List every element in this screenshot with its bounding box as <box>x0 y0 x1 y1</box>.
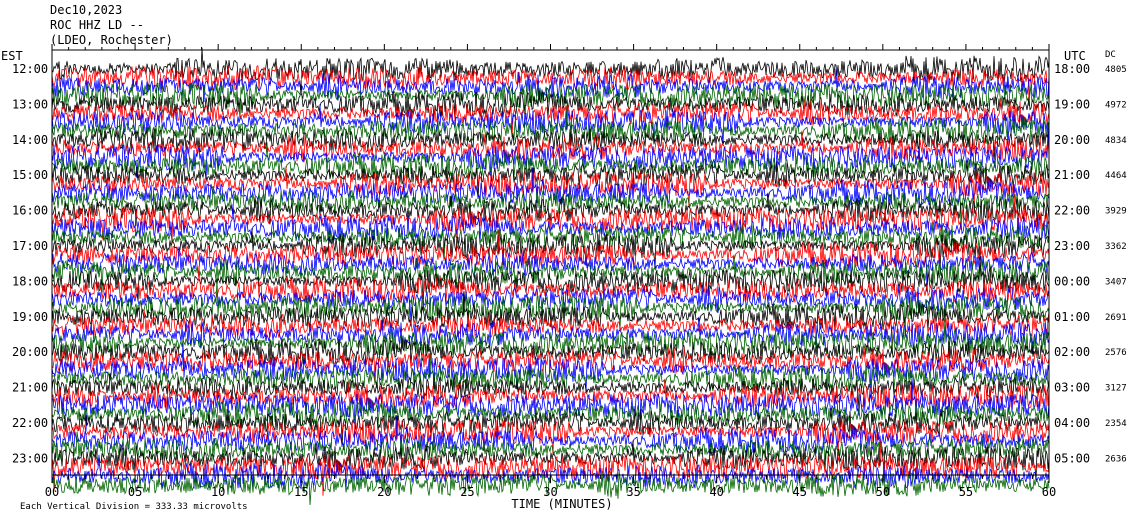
trace-line-5 <box>51 80 1050 118</box>
x-tick-label: 35 <box>626 485 640 499</box>
est-hour-label: 21:00 <box>12 381 48 395</box>
x-tick-label: 40 <box>709 485 723 499</box>
est-hour-label: 22:00 <box>12 416 48 430</box>
left-axis-title: EST <box>1 49 23 63</box>
utc-hour-label: 01:00 <box>1054 310 1090 324</box>
est-hour-label: 12:00 <box>12 62 48 76</box>
trace-line-27 <box>51 284 1050 324</box>
trace-line-14 <box>51 166 1050 213</box>
trace-line-18 <box>51 192 1050 249</box>
est-hour-label: 13:00 <box>12 97 48 111</box>
dc-offset-label: 4464 <box>1105 171 1127 181</box>
x-tick-label: 00 <box>45 485 59 499</box>
dc-offset-label: 2691 <box>1105 313 1127 323</box>
est-hour-label: 16:00 <box>12 204 48 218</box>
est-hour-label: 20:00 <box>12 345 48 359</box>
plot-date: Dec10,2023 <box>50 3 123 17</box>
est-hour-label: 14:00 <box>12 133 48 147</box>
trace-line-19 <box>51 204 1050 242</box>
utc-hour-label: 05:00 <box>1054 451 1090 465</box>
dc-offset-label: 3127 <box>1105 384 1127 394</box>
trace-line-20 <box>51 222 1050 262</box>
trace-group <box>51 47 1050 506</box>
trace-line-3 <box>51 68 1050 103</box>
trace-line-17 <box>51 192 1050 227</box>
utc-hour-label: 04:00 <box>1054 416 1090 430</box>
est-hour-label: 17:00 <box>12 239 48 253</box>
x-tick-label: 05 <box>128 485 142 499</box>
trace-line-38 <box>51 378 1050 417</box>
utc-hour-label: 23:00 <box>1054 239 1090 253</box>
est-hour-label: 18:00 <box>12 274 48 288</box>
trace-line-22 <box>51 229 1050 268</box>
plot-frame <box>51 44 1050 483</box>
trace-line-32 <box>51 315 1050 372</box>
trace-line-23 <box>51 246 1050 288</box>
x-tick-label: 50 <box>876 485 890 499</box>
x-tick-label: 15 <box>294 485 308 499</box>
dc-column-title: DC <box>1105 50 1116 60</box>
utc-hour-label: 19:00 <box>1054 97 1090 111</box>
trace-line-12 <box>51 142 1050 180</box>
trace-line-36 <box>51 353 1050 392</box>
trace-line-11 <box>51 130 1050 187</box>
utc-hour-label: 22:00 <box>1054 204 1090 218</box>
trace-line-41 <box>51 408 1050 448</box>
trace-line-43 <box>51 415 1050 454</box>
x-tick-label: 45 <box>793 485 807 499</box>
utc-hour-label: 02:00 <box>1054 345 1090 359</box>
trace-line-6 <box>51 98 1050 138</box>
x-axis-title: TIME (MINUTES) <box>511 497 612 511</box>
dc-offset-label: 2576 <box>1105 348 1127 358</box>
x-tick-label: 55 <box>959 485 973 499</box>
x-tick-label: 60 <box>1042 485 1056 499</box>
x-tick-label: 25 <box>460 485 474 499</box>
dc-offset-label: 3362 <box>1105 242 1127 252</box>
utc-hour-label: 00:00 <box>1054 274 1090 288</box>
trace-line-2 <box>51 65 1050 102</box>
est-hour-label: 19:00 <box>12 310 48 324</box>
dc-offset-label: 2636 <box>1105 454 1127 464</box>
utc-hour-label: 21:00 <box>1054 168 1090 182</box>
est-hour-label: 23:00 <box>12 451 48 465</box>
dc-offset-label: 3929 <box>1105 207 1127 217</box>
utc-hour-label: 20:00 <box>1054 133 1090 147</box>
trace-line-8 <box>51 105 1050 145</box>
trace-line-16 <box>51 185 1050 226</box>
vertical-division-note: Each Vertical Division = 333.33 microvol… <box>20 502 248 512</box>
dc-offset-label: 3407 <box>1105 277 1127 287</box>
trace-line-42 <box>51 419 1050 461</box>
dc-offset-label: 4805 <box>1105 65 1127 75</box>
trace-line-13 <box>51 160 1050 200</box>
dc-offset-label: 4834 <box>1105 136 1127 146</box>
trace-line-26 <box>51 266 1050 304</box>
station-name: (LDEO, Rochester) <box>50 33 173 47</box>
trace-line-21 <box>51 228 1050 275</box>
trace-line-25 <box>51 253 1050 310</box>
dc-offset-label: 2354 <box>1105 419 1127 429</box>
trace-line-46 <box>51 439 1050 496</box>
trace-line-35 <box>51 342 1050 399</box>
axis-labels: 00 05 10 15 20 25 30 35 40 45 50 55 60 TIME (MINUTES)… <box>1 49 1127 512</box>
station-channel: ROC HHZ LD -- <box>50 18 144 32</box>
dc-offset-label: 4972 <box>1105 100 1127 110</box>
utc-hour-label: 03:00 <box>1054 381 1090 395</box>
est-hour-label: 15:00 <box>12 168 48 182</box>
x-tick-label: 30 <box>543 485 557 499</box>
utc-hour-label: 18:00 <box>1054 62 1090 76</box>
right-axis-title: UTC <box>1064 49 1086 63</box>
x-tick-label: 10 <box>211 485 225 499</box>
x-tick-label: 20 <box>377 485 391 499</box>
